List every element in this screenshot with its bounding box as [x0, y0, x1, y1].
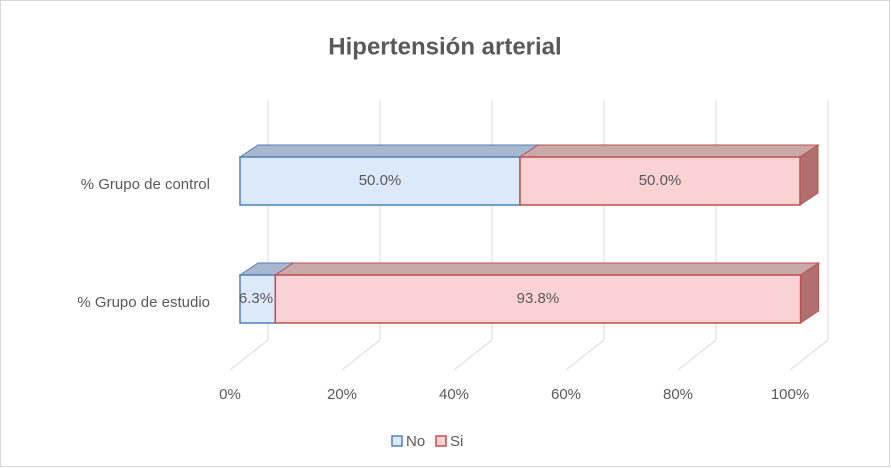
y-tick-label: % Grupo de estudio: [77, 294, 210, 311]
x-tick-label: 60%: [551, 386, 581, 403]
legend-swatch: [435, 435, 447, 447]
bar-top: [273, 262, 821, 276]
x-tick-label: 40%: [439, 386, 469, 403]
bar-top: [518, 144, 820, 158]
legend-label: No: [406, 433, 425, 450]
legend-label: Si: [450, 433, 463, 450]
chart-title: Hipertensión arterial: [328, 33, 561, 60]
bar: [519, 156, 801, 206]
value-label: 50.0%: [639, 172, 682, 189]
x-tick-label: 20%: [327, 386, 357, 403]
bar: [274, 274, 802, 324]
value-label: 6.3%: [239, 290, 273, 307]
x-tick-label: 100%: [771, 386, 809, 403]
grid-line: [789, 100, 829, 371]
bar-top: [238, 144, 540, 158]
y-tick-label: % Grupo de control: [81, 176, 210, 193]
value-label: 50.0%: [359, 172, 402, 189]
value-label: 93.8%: [517, 290, 560, 307]
x-tick-label: 80%: [663, 386, 693, 403]
x-tick-label: 0%: [219, 386, 241, 403]
legend-swatch: [391, 435, 403, 447]
